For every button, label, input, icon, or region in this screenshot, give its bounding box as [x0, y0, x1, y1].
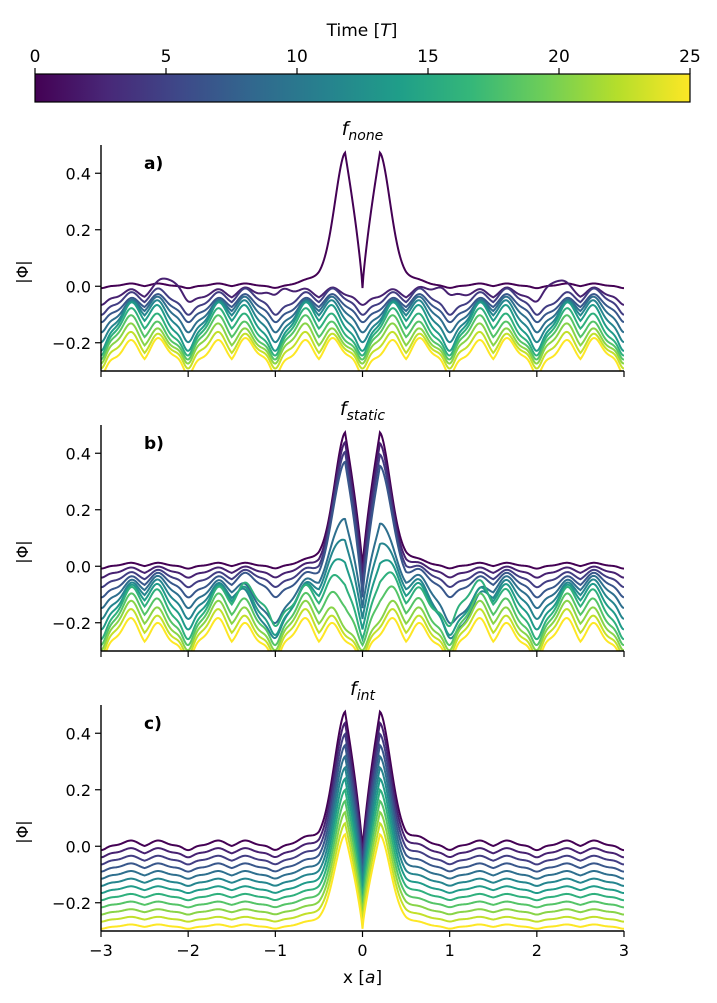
- x-tick-label: −1: [264, 941, 288, 960]
- y-axis-label: |Φ|: [13, 820, 32, 843]
- colorbar-tick-label: 0: [30, 47, 41, 67]
- y-tick-label: 0.4: [66, 164, 91, 183]
- series-line: [101, 585, 624, 648]
- y-axis-label: |Φ|: [13, 540, 32, 563]
- panel-label: b): [144, 434, 164, 454]
- x-axis-label: x [a]: [343, 968, 382, 988]
- x-tick-label: 0: [357, 941, 367, 960]
- series-line: [101, 299, 624, 344]
- curves: [101, 150, 624, 371]
- colorbar-label: Time [T]: [326, 21, 398, 41]
- y-tick-label: 0.0: [66, 557, 91, 576]
- x-tick-label: 2: [532, 941, 542, 960]
- series-line: [101, 517, 624, 625]
- x-tick-label: −2: [176, 941, 200, 960]
- series-line: [101, 709, 624, 852]
- series-line: [101, 287, 624, 316]
- series-line: [101, 430, 624, 570]
- series-line: [101, 538, 624, 640]
- x-tick-label: 1: [445, 941, 455, 960]
- series-line: [101, 314, 624, 361]
- y-tick-label: 0.2: [66, 501, 91, 520]
- series-line: [101, 322, 624, 365]
- y-tick-label: 0.2: [66, 781, 91, 800]
- series-line: [101, 330, 624, 370]
- colorbar-tick-label: 10: [286, 47, 308, 67]
- colorbar-bar: [34, 73, 691, 103]
- panel-b: fstatic b) −0.2 0.0 0.2 0.4 |Φ|: [13, 398, 625, 657]
- colorbar-tick-label: 15: [417, 47, 439, 67]
- series-line: [101, 571, 624, 643]
- series-line: [101, 295, 624, 334]
- colorbar-tick-label: 25: [679, 47, 701, 67]
- panel-a: fnone a) −0.2 0.0 0.2 0.4 |Φ|: [13, 118, 625, 377]
- y-tick-label: 0.0: [66, 837, 91, 856]
- y-tick-label: 0.2: [66, 221, 91, 240]
- y-tick-label: 0.0: [66, 277, 91, 296]
- series-line: [101, 277, 624, 306]
- panel-title: fstatic: [340, 398, 385, 424]
- y-tick-label: −0.2: [52, 334, 91, 353]
- x-tick-label: 3: [619, 941, 629, 960]
- panel-title: fnone: [342, 118, 384, 144]
- series-line: [101, 558, 624, 637]
- x-tick-label: −3: [89, 941, 113, 960]
- curves: [101, 709, 624, 930]
- panel-title: fint: [350, 678, 375, 704]
- series-line: [101, 293, 624, 324]
- series-line: [101, 832, 624, 930]
- colorbar-tick-label: 5: [161, 47, 172, 67]
- colorbar-tick-label: 20: [548, 47, 570, 67]
- panel-label: c): [144, 714, 162, 734]
- series-line: [101, 301, 624, 352]
- y-axis-label: |Φ|: [13, 260, 32, 283]
- curves: [101, 430, 624, 651]
- colorbar: Time [T] 0 5 10 15 20 25: [30, 21, 701, 103]
- series-line: [101, 599, 624, 651]
- y-tick-label: 0.4: [66, 724, 91, 743]
- panel-c: fint c) −0.2 0.0 0.2 0.4 −3 −2 −1 0 1 2 3 |Φ| x [a]: [13, 678, 629, 988]
- y-tick-label: −0.2: [52, 614, 91, 633]
- y-tick-label: 0.4: [66, 444, 91, 463]
- series-line: [101, 460, 624, 599]
- series-line: [101, 307, 624, 357]
- y-tick-label: −0.2: [52, 894, 91, 913]
- series-line: [101, 150, 624, 290]
- panel-label: a): [144, 154, 163, 174]
